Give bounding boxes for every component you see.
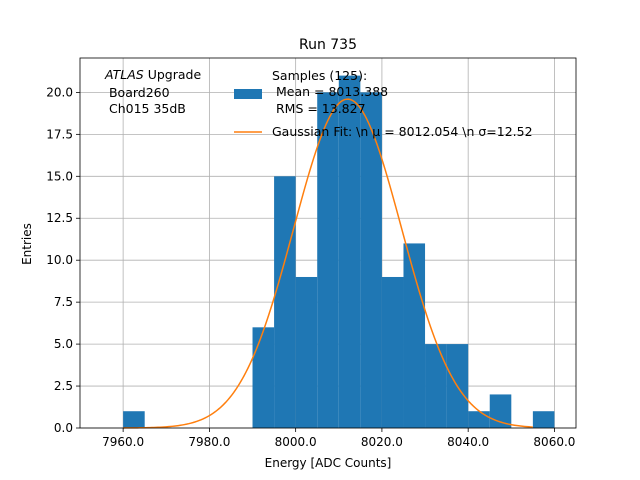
- y-tick-label: 2.5: [54, 379, 73, 393]
- x-axis-ticks: 7960.0 7980.0 8000.0 8020.0 8040.0 8060.0: [102, 428, 575, 449]
- histogram-bar: [425, 344, 447, 428]
- y-tick-label: 0.0: [54, 421, 73, 435]
- y-axis-label: Entries: [20, 223, 34, 265]
- histogram-bar: [381, 276, 404, 428]
- y-tick-label: 10.0: [46, 253, 73, 267]
- x-tick-label: 8020.0: [361, 435, 403, 449]
- chart-title: Run 735: [299, 37, 357, 53]
- x-tick-label: 7980.0: [188, 435, 230, 449]
- y-tick-label: 5.0: [54, 337, 73, 351]
- histogram-bar: [252, 327, 275, 428]
- annotation-atlas-word: ATLAS: [104, 67, 144, 82]
- histogram-bar: [274, 176, 296, 428]
- histogram-bar: [295, 276, 318, 428]
- atlas-annotation: ATLAS Upgrade Board260 Ch015 35dB: [104, 67, 201, 116]
- x-tick-label: 8000.0: [275, 435, 317, 449]
- y-tick-label: 15.0: [46, 169, 73, 183]
- annotation-line-2: Board260: [105, 85, 170, 100]
- annotation-line-3: Ch015 35dB: [105, 101, 186, 116]
- gaussian-fit-curve: [123, 98, 533, 429]
- histogram-bars: [123, 75, 555, 428]
- annotation-upgrade-word: Upgrade: [144, 67, 202, 82]
- y-tick-label: 7.5: [54, 295, 73, 309]
- y-tick-label: 20.0: [46, 85, 73, 99]
- histogram-bar: [532, 411, 555, 428]
- y-tick-label: 17.5: [46, 127, 73, 141]
- legend-samples-patch: [234, 89, 262, 99]
- x-axis-label: Energy [ADC Counts]: [265, 456, 392, 470]
- legend: Samples (125): Mean = 8013.388 RMS = 13.…: [234, 68, 533, 139]
- histogram-bar: [360, 92, 382, 428]
- axes-frame: [79, 57, 577, 429]
- legend-fit-label: Gaussian Fit: \n μ = 8012.054 \n σ=12.52: [272, 124, 533, 139]
- annotation-line-1: ATLAS Upgrade: [104, 67, 201, 82]
- x-tick-label: 7960.0: [102, 435, 144, 449]
- x-tick-label: 8060.0: [533, 435, 575, 449]
- x-tick-label: 8040.0: [447, 435, 489, 449]
- histogram-bar: [468, 411, 490, 428]
- histogram-bar: [338, 75, 361, 428]
- y-axis-ticks: 0.0 2.5 5.0 7.5 10.0 12.5 15.0 17.5 20.0: [46, 85, 80, 435]
- histogram-bar: [123, 411, 145, 428]
- histogram-bar: [403, 243, 426, 428]
- histogram-bar: [317, 92, 339, 428]
- legend-samples-line-3: RMS = 13.827: [272, 101, 366, 116]
- histogram-bar: [489, 394, 512, 428]
- y-tick-label: 12.5: [46, 211, 73, 225]
- legend-samples-line-1: Samples (125):: [272, 68, 367, 83]
- legend-samples-line-2: Mean = 8013.388: [272, 84, 388, 99]
